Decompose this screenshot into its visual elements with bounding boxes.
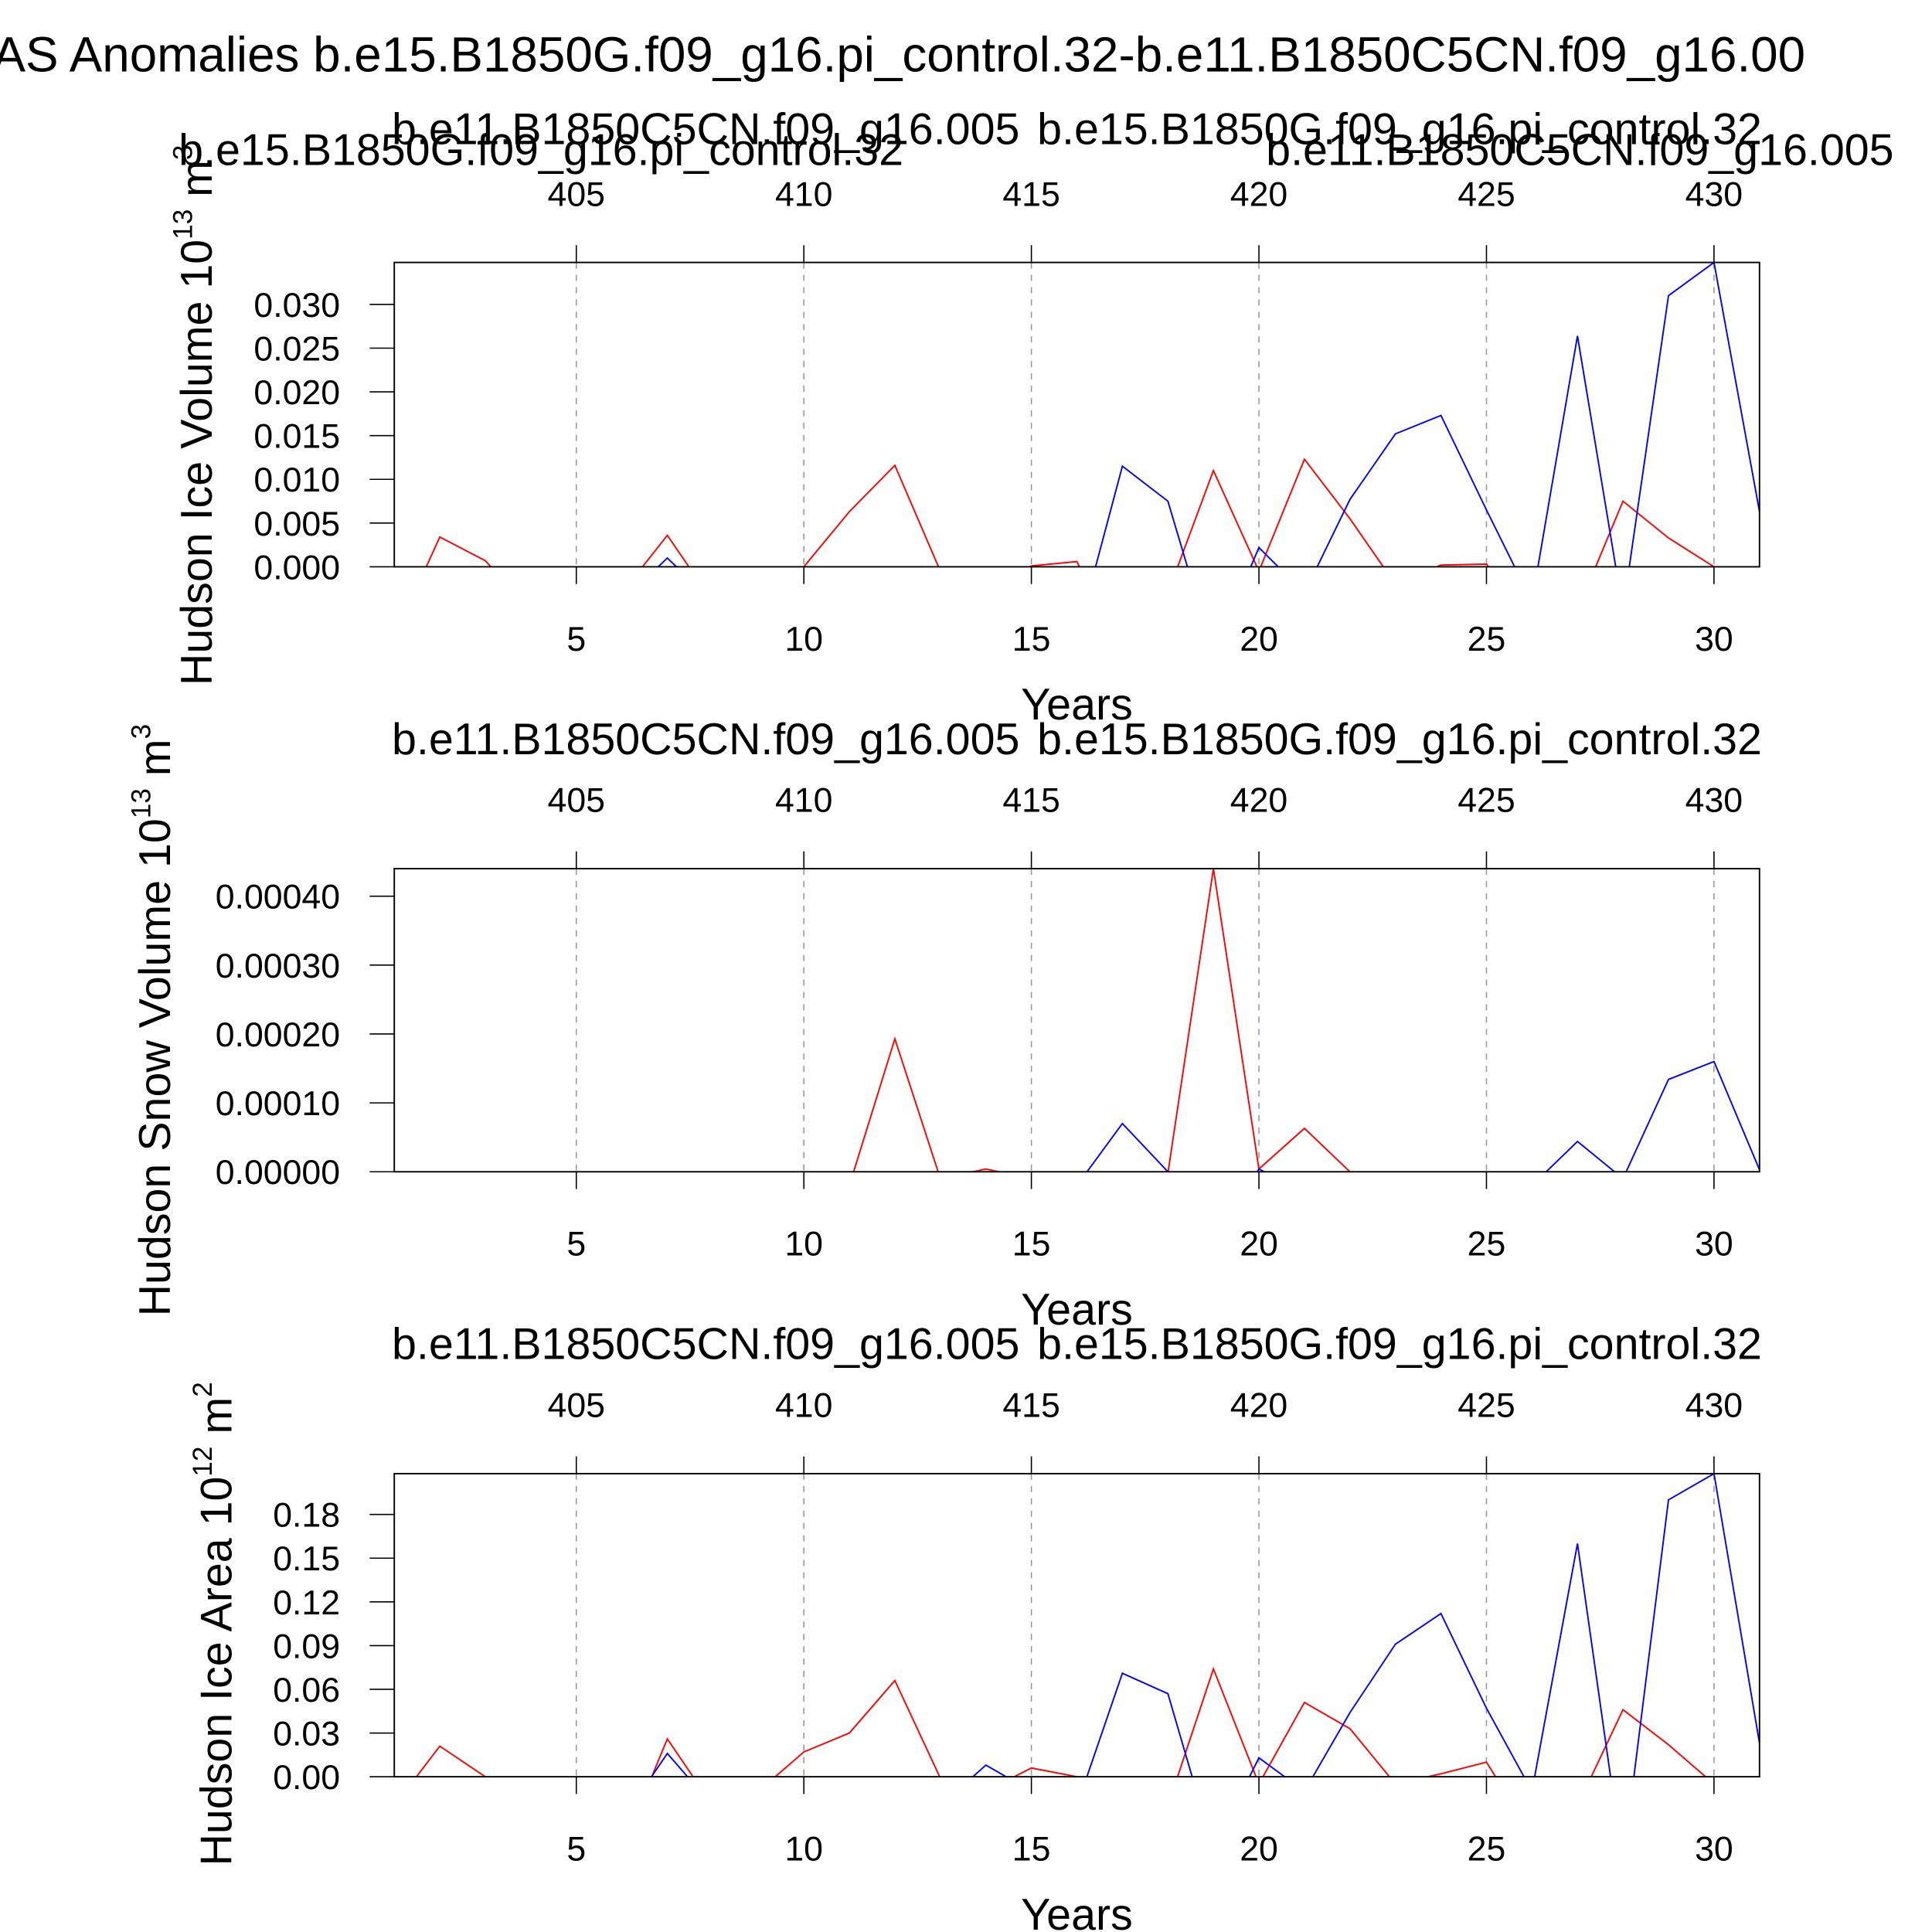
y-axis-label: Hudson Ice Volume 1013 m3 <box>168 145 223 686</box>
x-tick-label: 30 <box>1695 621 1733 658</box>
y-tick-label: 0.00000 <box>216 1154 340 1192</box>
x-tick-label: 10 <box>784 1831 823 1869</box>
x2-tick-label: 405 <box>548 1387 605 1425</box>
y-tick-label: 0.12 <box>273 1584 340 1622</box>
y-axis-label: Hudson Ice Area 1012 m2 <box>188 1382 242 1866</box>
series-line <box>1086 1060 1760 1172</box>
x2-tick-label: 410 <box>775 782 832 820</box>
x-tick-label: 25 <box>1468 1831 1506 1869</box>
x2-tick-label: 430 <box>1685 782 1743 820</box>
x2-tick-label: 420 <box>1230 175 1287 213</box>
series-label: b.e15.B1850G.f09_g16.pi_control.32 <box>1037 715 1762 764</box>
x-tick-label: 5 <box>566 621 586 658</box>
y-axis-label-part: 3 <box>127 724 157 740</box>
x-axis-label: Years <box>1021 1285 1133 1335</box>
y-axis-label-part: 2 <box>188 1382 218 1397</box>
y-axis-label-part: m <box>192 1397 242 1447</box>
x-tick-label: 15 <box>1012 621 1051 658</box>
x-tick-label: 15 <box>1012 1226 1051 1264</box>
series-label: b.e11.B1850C5CN.f09_g16.005 <box>392 105 1019 155</box>
y-axis-label-part: 13 <box>168 209 199 240</box>
x2-tick-label: 430 <box>1685 1387 1743 1425</box>
plot-frame <box>393 1472 1760 1778</box>
y-tick-label: 0.00020 <box>216 1016 340 1054</box>
y-axis-label-part: Hudson Ice Area 10 <box>192 1477 242 1866</box>
series-label: b.e15.B1850G.f09_g16.pi_control.32 <box>1037 1320 1762 1369</box>
x-tick-label: 15 <box>1012 1831 1051 1869</box>
x2-tick-label: 410 <box>775 175 832 213</box>
series-label: b.e15.B1850G.f09_g16.pi_control.32 <box>1037 105 1762 155</box>
y-tick-label: 0.00040 <box>216 879 340 917</box>
y-tick-label: 0.030 <box>253 287 340 325</box>
series-line <box>425 457 1716 567</box>
y-tick-label: 0.15 <box>273 1540 340 1578</box>
y-tick-label: 0.015 <box>253 418 340 456</box>
x-tick-label: 30 <box>1695 1226 1733 1264</box>
y-axis-label-part: 12 <box>188 1447 218 1477</box>
y-tick-label: 0.03 <box>273 1715 340 1753</box>
x-tick-label: 10 <box>784 1226 823 1264</box>
x-axis-label: Years <box>1021 680 1133 730</box>
y-axis-label-part: Hudson Snow Volume 10 <box>131 818 180 1316</box>
x-tick-label: 10 <box>784 621 823 658</box>
x2-tick-label: 425 <box>1458 175 1515 213</box>
y-tick-label: 0.00010 <box>216 1085 340 1123</box>
x2-tick-label: 405 <box>548 782 605 820</box>
series-line <box>657 262 1760 567</box>
x-axis-label: Years <box>1021 1890 1133 1932</box>
chart-title: AS Anomalies b.e15.B1850G.f09_g16.pi_con… <box>0 26 1805 82</box>
y-tick-label: 0.09 <box>273 1628 340 1665</box>
x2-tick-label: 415 <box>1002 782 1060 820</box>
x2-tick-label: 425 <box>1458 1387 1515 1425</box>
y-tick-label: 0.010 <box>253 461 340 499</box>
y-axis-label-part: Hudson Ice Volume 10 <box>172 240 222 685</box>
x-tick-label: 20 <box>1240 621 1278 658</box>
y-tick-label: 0.020 <box>253 374 340 412</box>
x2-tick-label: 415 <box>1002 175 1060 213</box>
y-axis-label: Hudson Snow Volume 1013 m3 <box>127 724 181 1317</box>
plot-frame <box>393 261 1760 568</box>
plot-frame <box>393 868 1760 1173</box>
y-axis-label-part: 13 <box>127 788 157 818</box>
y-tick-label: 0.18 <box>273 1497 340 1535</box>
x2-tick-label: 420 <box>1230 782 1287 820</box>
x-tick-label: 20 <box>1240 1226 1278 1264</box>
series-label: b.e11.B1850C5CN.f09_g16.005 <box>392 1320 1019 1369</box>
y-axis-label-part: m <box>131 739 180 788</box>
x2-tick-label: 415 <box>1002 1387 1060 1425</box>
y-tick-label: 0.00030 <box>216 947 340 985</box>
x2-tick-label: 430 <box>1685 175 1743 213</box>
y-tick-label: 0.00 <box>273 1759 340 1797</box>
y-axis-label-part: 3 <box>168 145 199 161</box>
y-tick-label: 0.025 <box>253 330 340 368</box>
y-tick-label: 0.06 <box>273 1672 340 1709</box>
annotation: b.e11.B1850C5CN.f09_g16.005 <box>1266 126 1893 175</box>
x-tick-label: 5 <box>566 1226 586 1264</box>
y-tick-label: 0.000 <box>253 549 340 587</box>
x-tick-label: 25 <box>1468 1226 1506 1264</box>
annotation: b.e15.B1850G.f09_g16.pi_control.32 <box>179 126 903 175</box>
series-line <box>852 869 1352 1172</box>
x-tick-label: 30 <box>1695 1831 1733 1869</box>
x-tick-label: 5 <box>566 1831 586 1869</box>
x-tick-label: 20 <box>1240 1831 1278 1869</box>
series-label: b.e11.B1850C5CN.f09_g16.005 <box>392 715 1019 764</box>
y-tick-label: 0.005 <box>253 505 340 543</box>
x-tick-label: 25 <box>1468 621 1506 658</box>
series-line <box>650 1473 1760 1777</box>
x2-tick-label: 410 <box>775 1387 832 1425</box>
x2-tick-label: 420 <box>1230 1387 1287 1425</box>
x2-tick-label: 425 <box>1458 782 1515 820</box>
x2-tick-label: 405 <box>548 175 605 213</box>
y-axis-label-part: m <box>172 160 222 209</box>
series-line <box>415 1666 1707 1777</box>
